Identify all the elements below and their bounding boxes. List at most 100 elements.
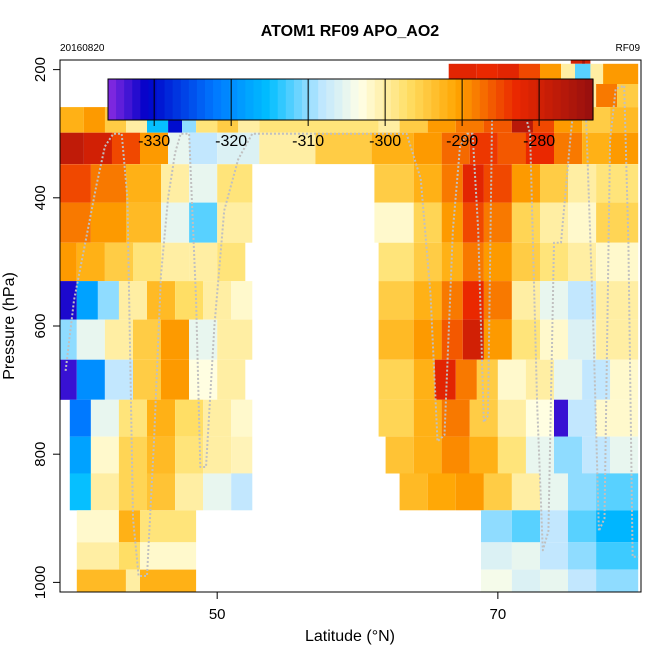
- colorbar-swatch: [455, 79, 465, 120]
- heatmap-cell: [483, 473, 512, 511]
- y-tick-label: 1000: [32, 566, 49, 599]
- heatmap-cell: [161, 359, 190, 400]
- heatmap-cell: [568, 202, 597, 243]
- heatmap-cell: [76, 542, 119, 570]
- colorbar-swatch: [277, 79, 287, 120]
- colorbar-swatch: [358, 79, 368, 120]
- heatmap-cell: [189, 164, 218, 203]
- colorbar-tick-label: -310: [292, 133, 324, 150]
- heatmap-cell: [60, 242, 77, 282]
- heatmap-cell: [374, 164, 414, 203]
- y-tick-label: 400: [32, 185, 49, 210]
- colorbar-swatch: [512, 79, 521, 120]
- heatmap-cell: [497, 399, 526, 437]
- colorbar-swatch: [374, 79, 384, 120]
- heatmap-cell: [90, 473, 119, 511]
- colorbar-swatch: [544, 79, 554, 120]
- colorbar-swatch: [205, 79, 214, 120]
- colorbar-swatch: [172, 79, 182, 120]
- heatmap-cell: [90, 399, 119, 437]
- colorbar-swatch: [253, 79, 263, 120]
- heatmap-cell: [413, 436, 442, 474]
- colorbar-swatch: [382, 79, 392, 120]
- y-axis-title: Pressure (hPa): [1, 272, 18, 380]
- heatmap-cell: [140, 132, 169, 165]
- heatmap-cell: [104, 359, 133, 400]
- heatmap-cell: [413, 359, 435, 400]
- heatmap-cell: [315, 132, 372, 165]
- colorbar-swatch: [399, 79, 408, 120]
- heatmap-cell: [617, 84, 639, 108]
- heatmap-cell: [568, 569, 597, 592]
- heatmap-cell: [147, 399, 176, 437]
- heatmap-cell: [413, 242, 442, 282]
- colorbar-swatch: [221, 79, 230, 120]
- heatmap-cell: [161, 319, 190, 360]
- colorbar-swatch: [108, 79, 117, 120]
- heatmap-cell: [118, 542, 140, 570]
- colorbar-swatch: [560, 79, 570, 120]
- heatmap-cell: [60, 164, 91, 203]
- heatmap-cell: [60, 359, 77, 400]
- flight-label: RF09: [616, 43, 641, 54]
- heatmap-cell: [511, 510, 540, 543]
- colorbar-tick-label: -320: [215, 133, 247, 150]
- colorbar-swatch: [148, 79, 158, 120]
- colorbar-swatch: [487, 79, 497, 120]
- x-tick-label: 50: [209, 606, 226, 623]
- heatmap-cell: [175, 281, 204, 320]
- heatmap-cell: [60, 132, 84, 165]
- heatmap-cell: [554, 399, 568, 437]
- heatmap-cell: [203, 473, 232, 511]
- colorbar-swatch: [342, 79, 352, 120]
- heatmap-cell: [217, 359, 246, 400]
- heatmap-cell: [525, 399, 554, 437]
- heatmap-cell: [189, 359, 218, 400]
- date-label: 20160820: [60, 43, 105, 54]
- heatmap-cell: [60, 107, 84, 133]
- heatmap-cell: [511, 473, 540, 511]
- heatmap-cell: [76, 242, 105, 282]
- heatmap-cell: [413, 132, 442, 165]
- heatmap-cell: [60, 319, 77, 360]
- heatmap-cell: [441, 164, 463, 203]
- heatmap-cell: [554, 436, 583, 474]
- heatmap-cell: [481, 542, 512, 570]
- heatmap-cell: [69, 399, 91, 437]
- heatmap-cell: [76, 281, 98, 320]
- heatmap-cell: [111, 132, 140, 165]
- heatmap-cell: [90, 164, 126, 203]
- colorbar-swatch: [124, 79, 133, 120]
- heatmap-cell: [147, 473, 176, 511]
- heatmap-cell: [413, 281, 442, 320]
- heatmap-cell: [76, 319, 105, 360]
- chart-title: ATOM1 RF09 APO_AO2: [261, 23, 440, 40]
- colorbar-swatch: [132, 79, 141, 120]
- heatmap-cell: [90, 436, 119, 474]
- heatmap-cell: [596, 319, 639, 360]
- heatmap-cell: [596, 542, 639, 570]
- heatmap-cell: [540, 164, 569, 203]
- colorbar-swatch: [310, 79, 319, 120]
- heatmap-cell: [455, 359, 477, 400]
- heatmap-cell: [497, 359, 526, 400]
- heatmap-cell: [441, 281, 463, 320]
- heatmap-cell: [147, 436, 176, 474]
- heatmap-cell: [175, 473, 204, 511]
- heatmap-cell: [497, 132, 526, 165]
- heatmap-cell: [554, 132, 583, 165]
- heatmap-cell: [140, 569, 197, 592]
- colorbar-swatch: [229, 79, 238, 120]
- heatmap-cell: [90, 202, 126, 243]
- heatmap-cell: [441, 436, 470, 474]
- colorbar-swatch: [528, 79, 538, 120]
- colorbar-swatch: [318, 79, 327, 120]
- colorbar-swatch: [552, 79, 562, 120]
- heatmap-cell: [378, 359, 414, 400]
- colorbar-swatch: [326, 79, 335, 120]
- colorbar-swatch: [350, 79, 360, 120]
- colorbar-swatch: [140, 79, 150, 120]
- heatmap-cell: [69, 436, 91, 474]
- heatmap-cell: [97, 281, 119, 320]
- heatmap-cell: [434, 359, 456, 400]
